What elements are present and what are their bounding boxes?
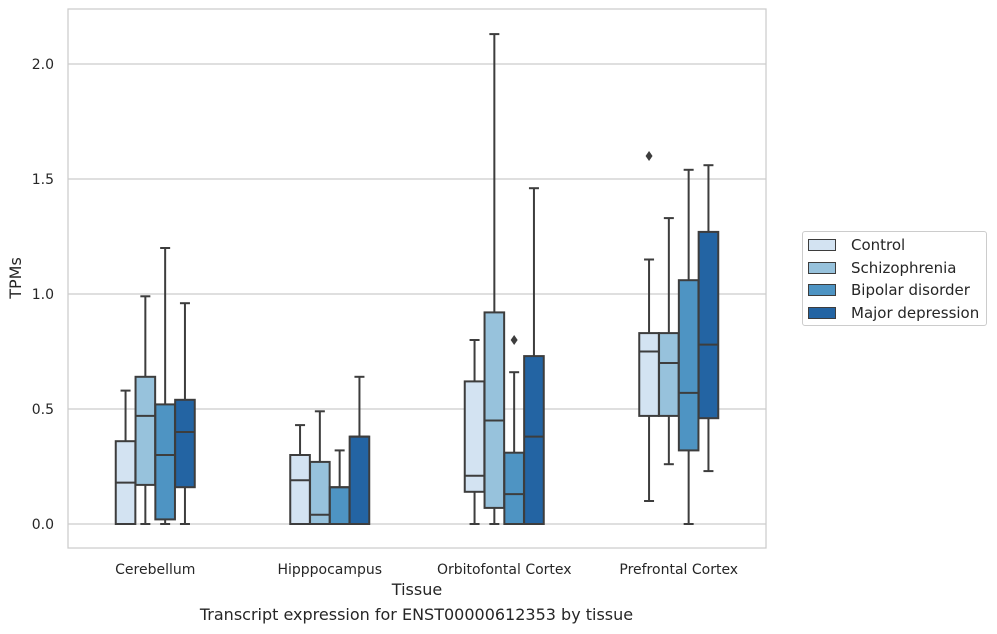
figure-caption: Transcript expression for ENST0000061235… (199, 605, 634, 624)
y-tick-label: 1.5 (32, 172, 54, 188)
x-tick-label: Hipppocampus (277, 562, 382, 578)
box-body (503, 451, 525, 526)
box-body (289, 454, 311, 525)
outlier-point (645, 151, 653, 161)
legend-swatch (808, 284, 836, 296)
box-3-2 (523, 187, 545, 525)
box-body (174, 398, 196, 489)
y-axis-label: TPMs (6, 257, 25, 300)
legend-swatch (808, 306, 836, 319)
box-body (523, 355, 545, 525)
y-tick-labels: 0.0 0.5 1.0 1.5 2.0 (32, 57, 54, 533)
legend-swatch (808, 239, 836, 251)
x-tick-label: Orbitofontal Cortex (437, 562, 572, 578)
x-tick-label: Prefrontal Cortex (619, 562, 738, 578)
box-0-1 (289, 424, 311, 525)
box-0-0 (114, 389, 137, 526)
box-3-3 (697, 164, 720, 473)
outlier-point (510, 335, 518, 345)
box-1-2 (483, 33, 506, 525)
box-body (638, 332, 660, 417)
legend-item: Control (808, 235, 905, 255)
legend-label: Control (851, 236, 906, 254)
legend-item: Schizophrenia (808, 258, 956, 278)
box-body (658, 332, 680, 417)
y-tick-label: 0.5 (32, 402, 54, 418)
box-body (677, 279, 700, 452)
legend-item: Bipolar disorder (808, 280, 970, 300)
legend-item: Major depression (808, 303, 979, 323)
box-1-1 (309, 410, 331, 525)
y-tick-label: 2.0 (32, 57, 54, 73)
legend-label: Bipolar disorder (851, 281, 970, 299)
box-body (328, 486, 351, 526)
legend-label: Schizophrenia (851, 258, 957, 277)
boxes-layer (114, 33, 720, 526)
box-3-1 (348, 375, 371, 526)
box-body (348, 435, 371, 526)
y-tick-label: 0.0 (32, 517, 54, 533)
box-2-2 (503, 335, 525, 526)
plot-frame (67, 8, 767, 549)
box-body (483, 311, 506, 509)
box-0-3 (638, 151, 660, 502)
box-body (134, 375, 157, 486)
box-2-3 (677, 168, 700, 525)
box-2-0 (154, 247, 176, 525)
x-tick-label: Cerebellum (115, 562, 195, 578)
box-3-0 (174, 302, 196, 525)
box-1-3 (658, 217, 680, 466)
legend-swatch (808, 261, 836, 274)
legend-label: Major depression (851, 303, 980, 322)
legend: Control Schizophrenia Bipolar disorder Majo… (802, 231, 987, 326)
x-axis-label: Tissue (391, 580, 442, 599)
box-2-1 (328, 449, 351, 526)
box-0-2 (463, 339, 486, 525)
box-body (154, 403, 176, 521)
box-body (697, 230, 720, 420)
x-tick-labels: Cerebellum Hipppocampus Orbitofontal Corte… (115, 562, 738, 578)
y-tick-label: 1.0 (32, 287, 54, 303)
box-1-0 (134, 295, 157, 525)
